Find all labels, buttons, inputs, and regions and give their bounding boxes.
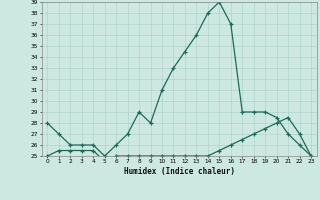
X-axis label: Humidex (Indice chaleur): Humidex (Indice chaleur) bbox=[124, 167, 235, 176]
